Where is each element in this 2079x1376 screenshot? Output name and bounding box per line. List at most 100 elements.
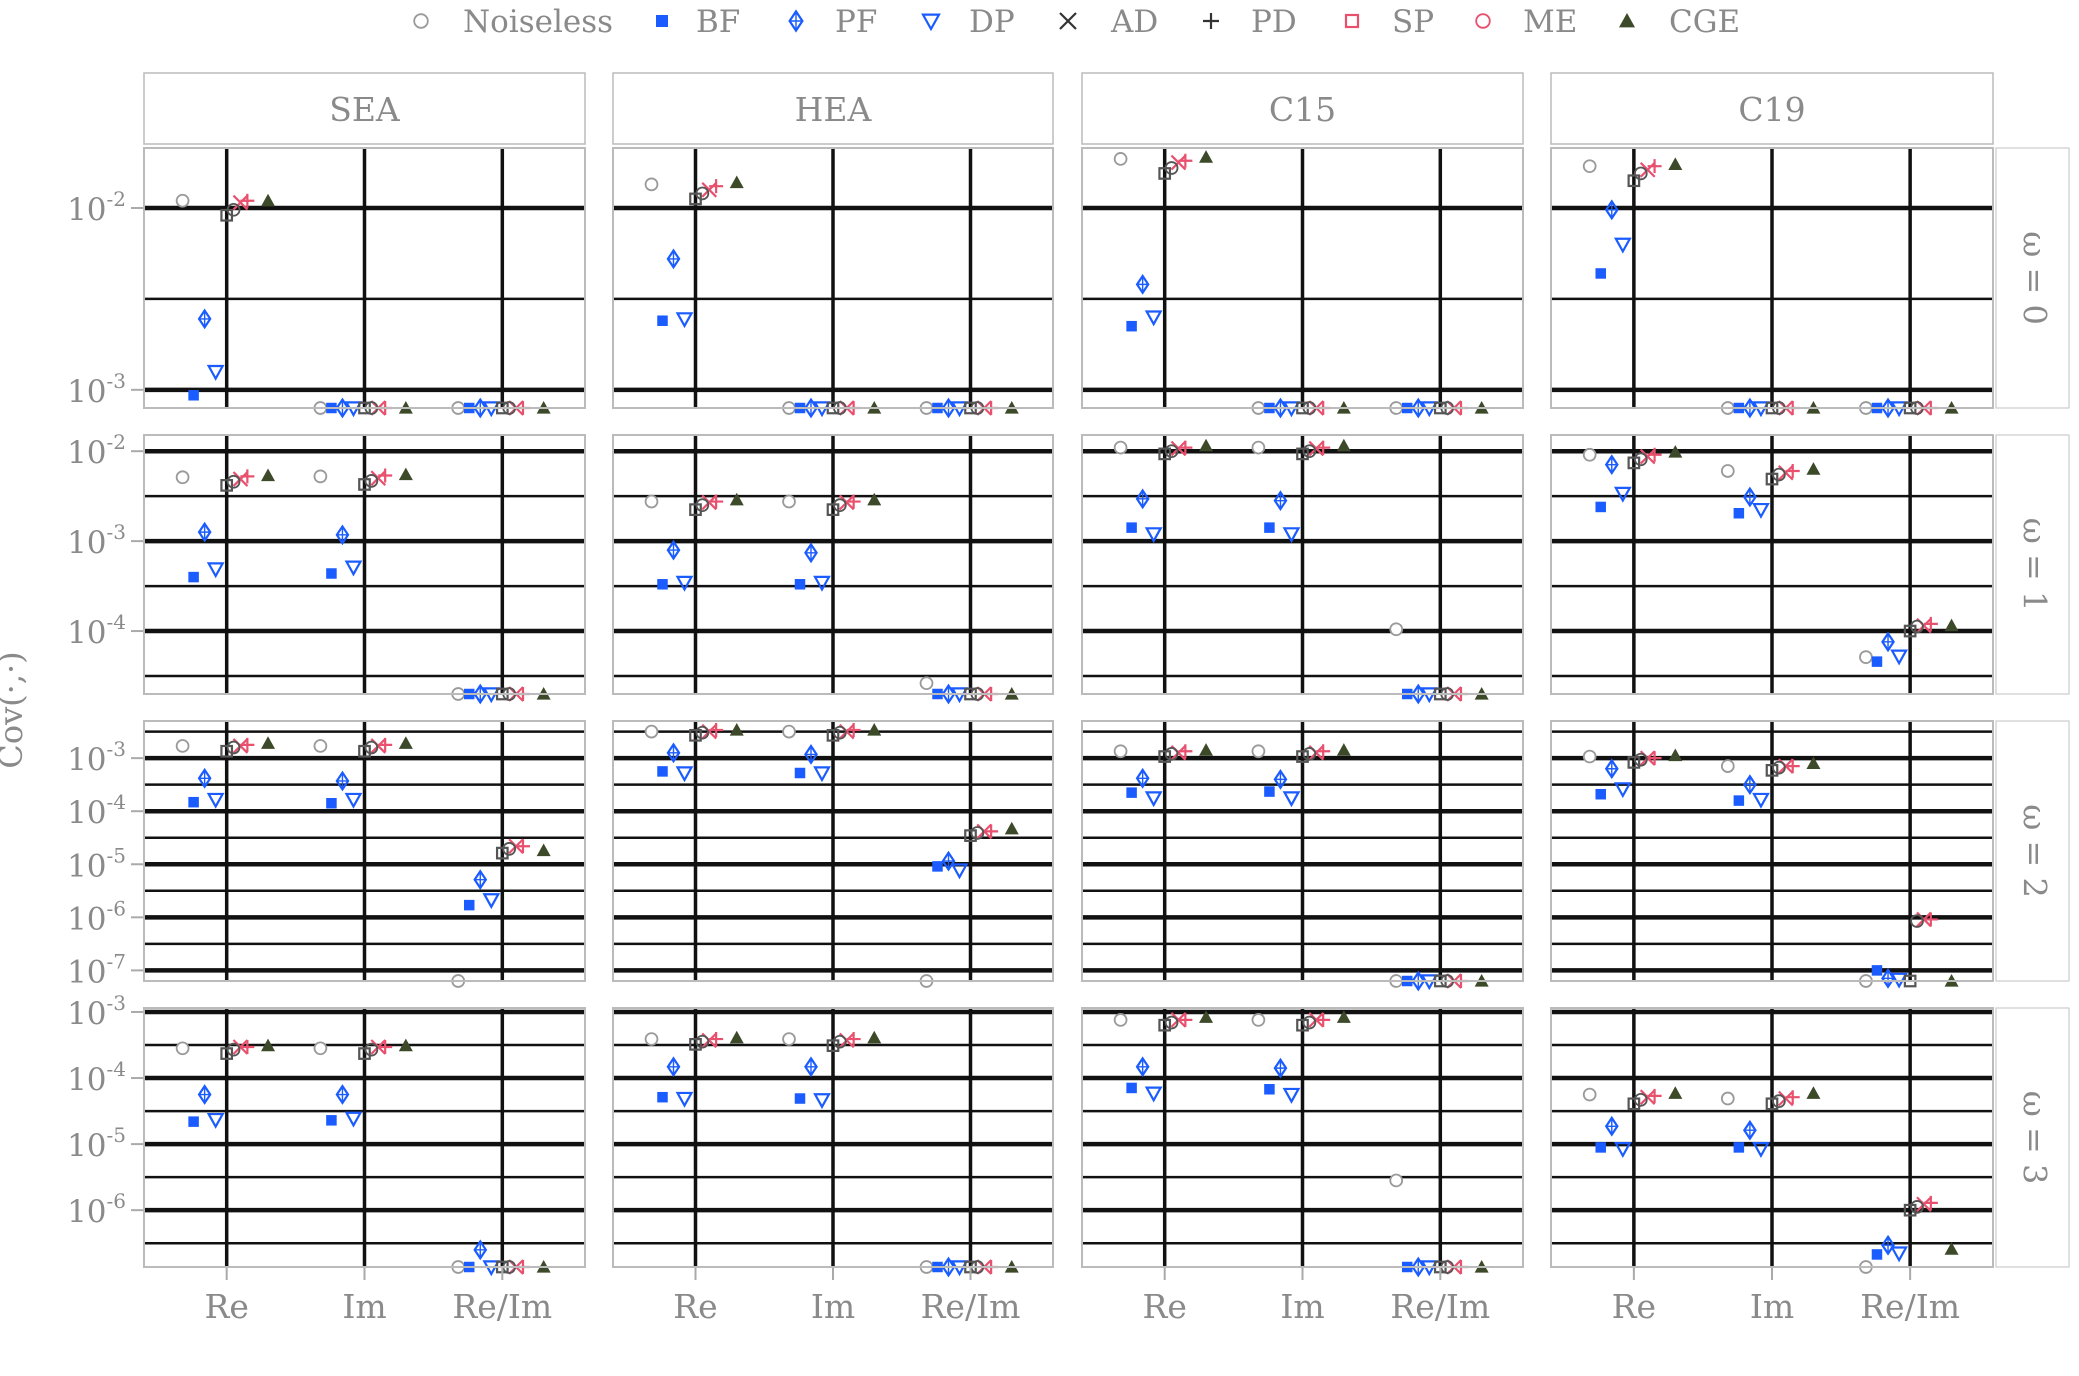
point-pf-im [804,1056,818,1078]
point-pf-re-im [941,850,956,872]
point-cge-re [261,468,276,482]
triangle-up-marker [1806,1086,1821,1099]
point-me-re [226,1042,241,1057]
triangle-up-marker [1668,157,1683,170]
circle-marker [644,177,659,192]
triangle-down-marker [1752,502,1770,519]
facet-strip-label: SEA [329,90,401,129]
point-cge-re [1199,438,1214,452]
circle-marker [1475,13,1491,29]
point-sp-im [1765,472,1779,486]
point-bf-re [657,315,668,326]
point-bf-re [1595,788,1606,800]
point-noiseless-im [1251,744,1266,759]
point-pf-im [1742,774,1757,796]
point-me-im [1772,760,1786,775]
panel-c19-w3 [1550,1007,1994,1274]
diamond-plus-marker [474,871,486,889]
point-ad-re [1170,154,1187,171]
legend-item-noiseless: Noiseless [413,4,613,40]
point-noiseless-re [1113,1013,1128,1027]
point-pd-im [378,1039,393,1054]
diamond-plus-marker [1744,1121,1756,1139]
point-dp-im [1282,1087,1301,1104]
square-marker [1871,965,1883,976]
point-noiseless-re [175,193,190,208]
point-pf-im [804,744,818,765]
point-sp-re [220,744,234,758]
point-bf-re [188,390,199,401]
panel-c19-w1 [1550,434,1994,695]
point-sp-re [689,728,702,742]
point-sp-re [1627,456,1641,470]
point-bf-im [326,1115,337,1126]
square-marker [657,766,668,777]
square-marker [326,797,337,809]
panel-border [612,1007,1054,1268]
triangle-down-marker [1613,486,1632,503]
circle-marker [226,474,241,489]
x-tick-label: Re/Im [1390,1287,1490,1326]
square-marker [188,1116,199,1127]
triangle-down-marker [1613,1142,1632,1158]
point-bf-re [188,796,199,808]
point-noiseless-im [782,494,796,509]
legend-item-sp: SP [1344,4,1434,40]
square-open-marker [1296,447,1309,461]
square-marker [656,15,668,27]
point-dp-re-im [1890,1246,1908,1263]
circle-marker [175,739,190,753]
point-me-re [226,740,241,755]
triangle-up-marker [1336,1010,1351,1023]
circle-marker [782,1032,796,1046]
plus-marker [240,737,255,752]
point-pd-re [1178,744,1193,759]
triangle-down-marker [1282,1087,1301,1104]
point-noiseless-im [1251,1013,1266,1027]
point-pd-re [709,494,724,509]
point-dp-re [206,792,225,809]
legend-marker-noiseless-icon [413,13,429,29]
point-cge-re [1668,1086,1683,1099]
point-sp-im [826,1039,840,1053]
triangle-down-marker [1752,1142,1770,1158]
square-open-marker [1158,447,1172,461]
plus-marker [846,1032,861,1047]
point-bf-re [1595,1142,1606,1153]
panel-border [143,720,586,982]
circle-marker [313,739,328,753]
point-pd-im [378,737,393,752]
point-sp-re [1158,1018,1172,1032]
legend-marker-pf-icon [788,9,804,33]
square-marker [188,796,199,808]
point-pd-im [1785,1090,1800,1105]
y-axis-title: Cov(·,·) [0,651,30,768]
point-bf-re-im [1871,1249,1883,1260]
point-dp-re [675,766,694,783]
point-pd-re [240,193,255,208]
square-open-marker [1296,1018,1309,1032]
panel-border [1081,1007,1524,1268]
point-dp-re [675,1091,694,1108]
point-noiseless-re [1582,1087,1597,1102]
plus-marker [1316,1012,1331,1027]
legend-item-ad: AD [1059,4,1158,40]
point-pf-re [197,521,212,543]
point-noiseless-re [175,739,190,753]
diamond-plus-marker [667,744,680,762]
square-open-marker [358,478,371,491]
x-tick-label: Re [1612,1287,1656,1326]
point-dp-im [813,766,831,783]
triangle-down-marker [482,893,501,910]
point-noiseless-re [1582,159,1597,174]
cross-marker [1639,1089,1656,1105]
circle-marker [313,469,328,484]
point-me-re [1633,166,1648,181]
plus-marker [1203,13,1219,29]
triangle-up-marker [1199,150,1214,163]
legend-marker-sp-icon [1344,13,1360,29]
point-pf-re [666,539,681,561]
legend-label: AD [1110,4,1158,40]
y-tick-label: 10-4 [67,610,126,651]
point-me-re-im [1910,914,1924,928]
